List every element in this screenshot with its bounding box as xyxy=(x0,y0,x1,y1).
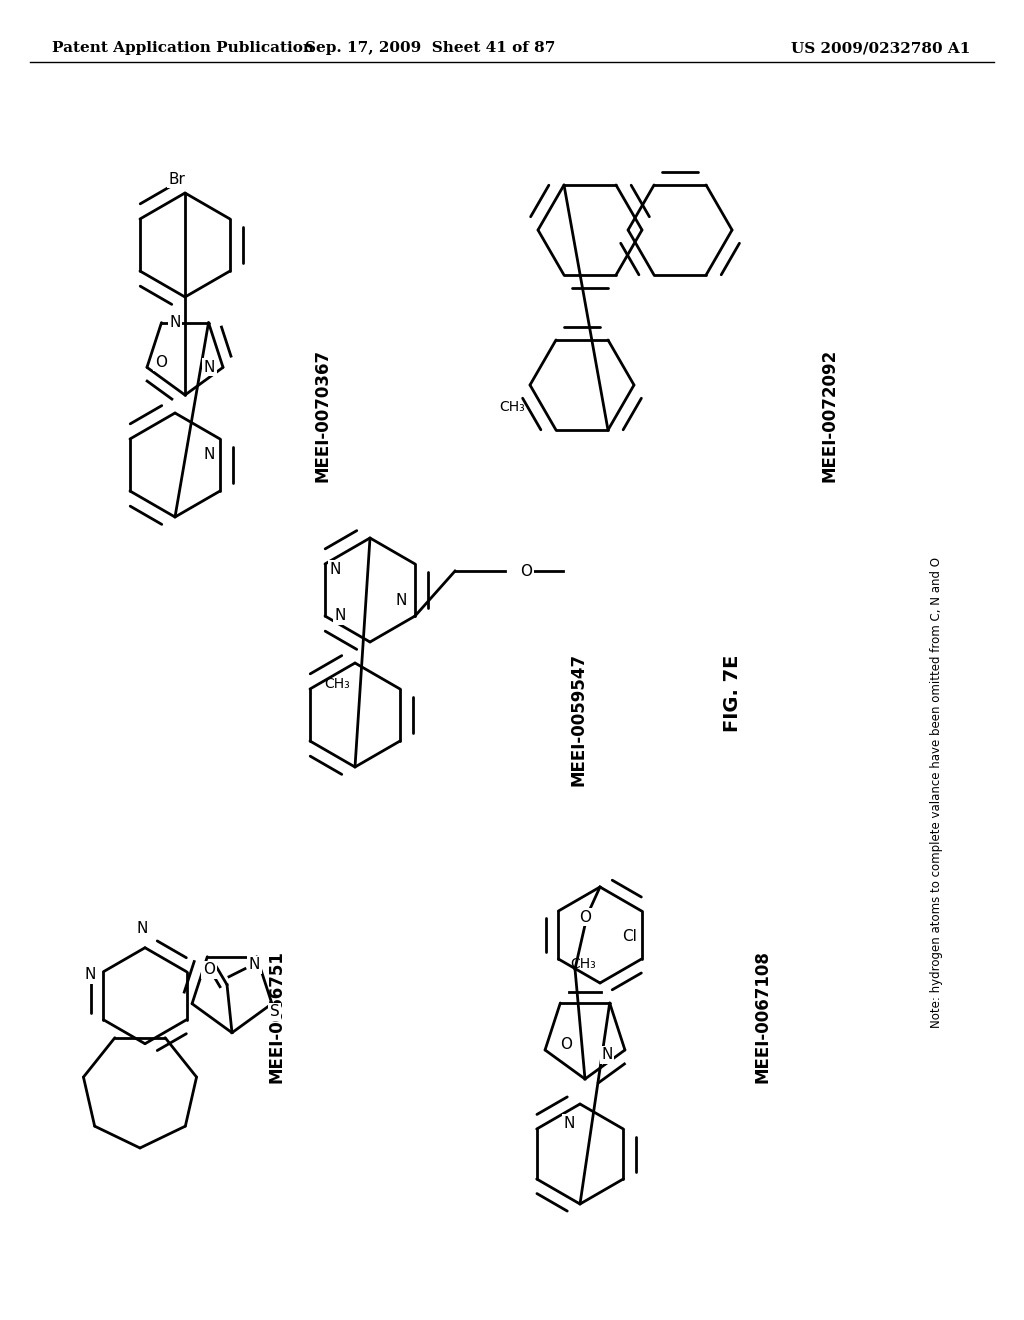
Text: CH₃: CH₃ xyxy=(570,957,596,972)
Text: MEEI-0072092: MEEI-0072092 xyxy=(820,350,839,482)
Text: N: N xyxy=(335,609,346,623)
Text: N: N xyxy=(563,1115,575,1131)
Text: MEEI-0059547: MEEI-0059547 xyxy=(569,653,588,785)
Text: US 2009/0232780 A1: US 2009/0232780 A1 xyxy=(791,41,970,55)
Text: N: N xyxy=(204,447,215,462)
Text: MEEI-0066751: MEEI-0066751 xyxy=(267,950,286,1082)
Text: N: N xyxy=(330,561,341,577)
Text: CH₃: CH₃ xyxy=(500,400,525,414)
Text: N: N xyxy=(249,957,260,973)
Text: S: S xyxy=(269,1005,280,1019)
Text: FIG. 7E: FIG. 7E xyxy=(723,655,741,731)
Text: N: N xyxy=(170,315,181,330)
Text: N: N xyxy=(601,1048,613,1063)
Text: N: N xyxy=(395,593,407,609)
Text: Patent Application Publication: Patent Application Publication xyxy=(52,41,314,55)
Text: N: N xyxy=(204,360,215,375)
Text: MEEI-0067108: MEEI-0067108 xyxy=(754,950,772,1082)
Text: Sep. 17, 2009  Sheet 41 of 87: Sep. 17, 2009 Sheet 41 of 87 xyxy=(305,41,555,55)
Text: O: O xyxy=(520,564,532,578)
Text: MEEI-0070367: MEEI-0070367 xyxy=(313,350,332,482)
Text: N: N xyxy=(136,921,147,936)
Text: CH₃: CH₃ xyxy=(325,677,350,690)
Text: Note: hydrogen atoms to complete valance have been omitted from C, N and O: Note: hydrogen atoms to complete valance… xyxy=(931,557,943,1027)
Text: O: O xyxy=(560,1038,572,1052)
Text: O: O xyxy=(203,962,215,977)
Text: O: O xyxy=(155,355,167,370)
Text: Cl: Cl xyxy=(622,929,637,944)
Text: O: O xyxy=(579,909,591,924)
Text: Br: Br xyxy=(169,172,185,186)
Text: N: N xyxy=(84,968,95,982)
